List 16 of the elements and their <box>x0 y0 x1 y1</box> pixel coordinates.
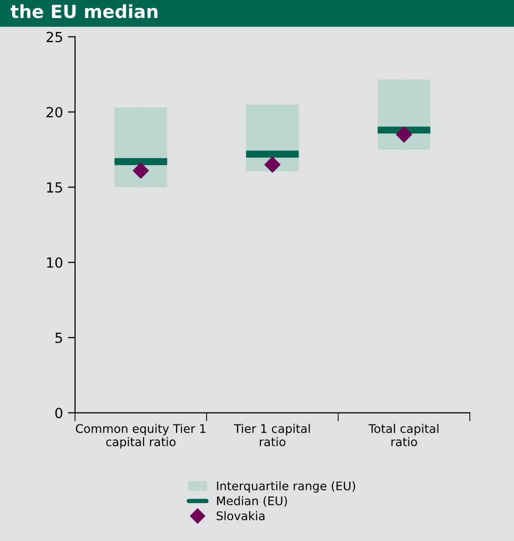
text: Median (EU) <box>217 496 287 507</box>
chart-title: the EU median <box>10 4 158 18</box>
x-tick-label: Total capital ratio <box>368 424 438 446</box>
y-tick-label: 15 <box>47 182 62 193</box>
point <box>396 126 412 143</box>
y-tick-label: 5 <box>55 332 62 344</box>
legend-label: Slovakia <box>216 511 264 520</box>
point <box>132 162 149 179</box>
legend-label: Interquartile range (EU) <box>217 481 356 493</box>
y-tick-label: 0 <box>55 408 62 418</box>
y-tick-label: 25 <box>46 32 62 42</box>
y-tick-label: 20 <box>46 106 62 118</box>
point <box>264 156 280 173</box>
y-tick-label: 10 <box>47 257 62 268</box>
x-tick-label: Common equity Tier 1 capital ratio <box>76 424 206 449</box>
x-tick-label: Tier 1 capital ratio <box>234 424 310 446</box>
